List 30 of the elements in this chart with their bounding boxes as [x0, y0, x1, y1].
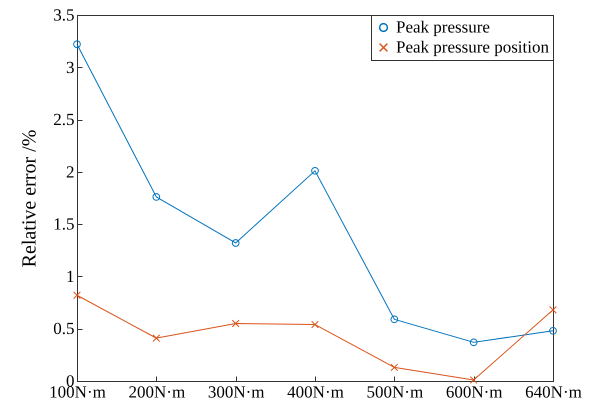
x-tick-label: 640N·m [525, 382, 582, 402]
point [470, 376, 478, 384]
legend-label: Peak pressure position [396, 38, 550, 56]
point [390, 315, 398, 324]
y-tick-label: 2.5 [53, 110, 74, 130]
point [311, 166, 319, 175]
x-tick-label: 200N·m [128, 382, 186, 402]
point [311, 320, 319, 328]
point [152, 193, 160, 201]
x-tick-label: 500N·m [366, 382, 424, 402]
x-tick-label: 300N·m [208, 382, 265, 402]
x-tick-label: 600N·m [446, 382, 503, 402]
point [73, 40, 81, 48]
point [549, 306, 557, 314]
point [549, 326, 557, 335]
y-tick-label: 1 [66, 266, 74, 286]
y-tick-label: 2 [66, 162, 74, 182]
x-tick-label: 400N·m [287, 382, 344, 402]
y-tick-label: 0.5 [53, 319, 74, 338]
point [470, 338, 478, 346]
point [390, 364, 398, 372]
y-axis-title: Relative error /% [18, 130, 40, 268]
point [73, 291, 81, 300]
legend-label: Peak pressure [396, 18, 490, 36]
point [232, 320, 240, 328]
point [152, 334, 160, 342]
point [232, 239, 240, 247]
y-tick-label: 1.5 [53, 214, 74, 234]
y-tick-label: 3.5 [53, 6, 74, 24]
y-tick-label: 3 [66, 58, 74, 77]
